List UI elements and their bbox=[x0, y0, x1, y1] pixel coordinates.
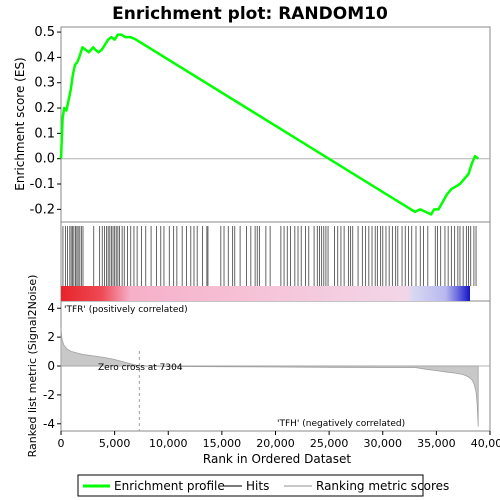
metric-y-tick-label: 2 bbox=[47, 330, 55, 344]
negative-correlation-label: 'TFH' (negatively correlated) bbox=[277, 419, 405, 429]
positive-correlation-label: 'TFR' (positively correlated) bbox=[64, 305, 188, 315]
es-y-tick-label: 0.0 bbox=[34, 152, 55, 167]
x-tick-label: 0 bbox=[58, 437, 65, 450]
legend-label-hits: Hits bbox=[246, 479, 269, 493]
es-y-tick-label: -0.2 bbox=[30, 202, 55, 217]
x-tick-label: 25,000 bbox=[310, 437, 349, 450]
ranked-list-color-bar bbox=[61, 286, 470, 301]
metric-y-tick-label: 0 bbox=[47, 359, 55, 373]
x-tick-label: 15,000 bbox=[203, 437, 242, 450]
es-y-axis-ticks: -0.2 -0.1 0.0 0.1 0.2 0.3 0.4 0.5 bbox=[30, 25, 61, 217]
x-tick-label: 35,000 bbox=[417, 437, 456, 450]
x-tick-label: 40,000 bbox=[471, 437, 500, 450]
metric-y-axis-label: Ranked list metric (Signal2Noise) bbox=[26, 275, 39, 458]
x-tick-label: 5,000 bbox=[99, 437, 131, 450]
x-axis-ticks: 0 5,000 10,000 15,000 20,000 25,000 30,000 35,0… bbox=[58, 431, 500, 450]
metric-y-tick-label: -2 bbox=[43, 388, 55, 402]
es-y-tick-label: -0.1 bbox=[30, 177, 55, 192]
x-tick-label: 30,000 bbox=[364, 437, 403, 450]
chart-title: Enrichment plot: RANDOM10 bbox=[112, 4, 388, 24]
ranking-metric-area bbox=[60, 328, 479, 427]
enrichment-profile-line bbox=[59, 33, 479, 216]
es-y-tick-label: 0.4 bbox=[34, 50, 55, 65]
legend-label-metric: Ranking metric scores bbox=[316, 479, 449, 493]
es-y-axis-label: Enrichment score (ES) bbox=[13, 57, 27, 190]
x-axis-label: Rank in Ordered Dataset bbox=[203, 452, 351, 466]
legend-box bbox=[77, 474, 424, 497]
x-tick-label: 20,000 bbox=[256, 437, 295, 450]
metric-y-axis-ticks: -4 -2 0 2 4 bbox=[43, 301, 61, 431]
x-tick-label: 10,000 bbox=[149, 437, 188, 450]
metric-y-tick-label: -4 bbox=[43, 417, 55, 431]
es-y-tick-label: 0.2 bbox=[34, 101, 55, 116]
zero-cross-label: Zero cross at 7304 bbox=[98, 363, 183, 373]
legend: Enrichment profile Hits Ranking metric s… bbox=[77, 474, 449, 497]
es-y-tick-label: 0.1 bbox=[34, 126, 55, 141]
es-y-tick-label: 0.3 bbox=[34, 76, 55, 91]
hit-marks bbox=[62, 226, 477, 286]
es-y-tick-label: 0.5 bbox=[34, 25, 55, 40]
legend-label-enrichment: Enrichment profile bbox=[114, 479, 225, 493]
metric-y-tick-label: 4 bbox=[47, 301, 55, 315]
